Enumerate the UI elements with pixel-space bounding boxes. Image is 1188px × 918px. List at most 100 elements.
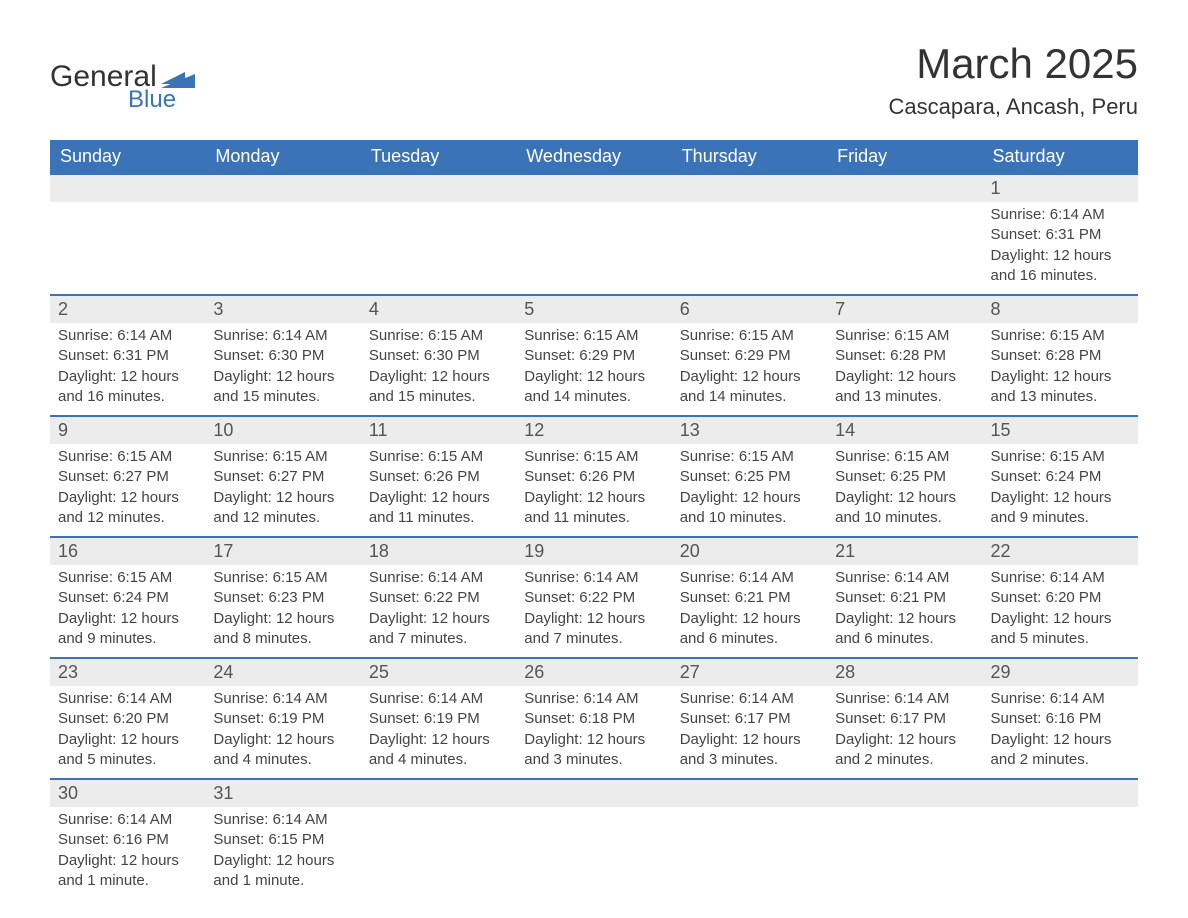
calendar-week-row: 1Sunrise: 6:14 AMSunset: 6:31 PMDaylight… — [50, 174, 1138, 295]
sunset-text: Sunset: 6:24 PM — [58, 588, 197, 608]
day-number — [50, 175, 205, 202]
day-number: 11 — [361, 417, 516, 444]
day-number — [516, 780, 671, 807]
sunrise-text: Sunrise: 6:15 AM — [213, 447, 352, 467]
daylight-text: Daylight: 12 hours and 15 minutes. — [369, 367, 508, 408]
calendar-cell: 26Sunrise: 6:14 AMSunset: 6:18 PMDayligh… — [516, 658, 671, 779]
sunrise-text: Sunrise: 6:14 AM — [58, 810, 197, 830]
sunset-text: Sunset: 6:30 PM — [369, 346, 508, 366]
sunset-text: Sunset: 6:22 PM — [524, 588, 663, 608]
day-number: 15 — [983, 417, 1138, 444]
day-number: 30 — [50, 780, 205, 807]
day-body — [672, 202, 827, 274]
calendar-cell: 2Sunrise: 6:14 AMSunset: 6:31 PMDaylight… — [50, 295, 205, 416]
daylight-text: Daylight: 12 hours and 3 minutes. — [524, 730, 663, 771]
day-body — [827, 202, 982, 274]
sunset-text: Sunset: 6:16 PM — [58, 830, 197, 850]
day-number: 7 — [827, 296, 982, 323]
daylight-text: Daylight: 12 hours and 7 minutes. — [369, 609, 508, 650]
calendar-week-row: 9Sunrise: 6:15 AMSunset: 6:27 PMDaylight… — [50, 416, 1138, 537]
day-number: 4 — [361, 296, 516, 323]
calendar-cell — [205, 174, 360, 295]
calendar-cell: 22Sunrise: 6:14 AMSunset: 6:20 PMDayligh… — [983, 537, 1138, 658]
calendar-week-row: 30Sunrise: 6:14 AMSunset: 6:16 PMDayligh… — [50, 779, 1138, 899]
daylight-text: Daylight: 12 hours and 11 minutes. — [369, 488, 508, 529]
day-body: Sunrise: 6:15 AMSunset: 6:29 PMDaylight:… — [672, 323, 827, 415]
sunrise-text: Sunrise: 6:15 AM — [58, 568, 197, 588]
day-number — [827, 175, 982, 202]
day-number: 3 — [205, 296, 360, 323]
day-body: Sunrise: 6:15 AMSunset: 6:25 PMDaylight:… — [672, 444, 827, 536]
calendar-cell: 25Sunrise: 6:14 AMSunset: 6:19 PMDayligh… — [361, 658, 516, 779]
calendar-cell — [361, 779, 516, 899]
daylight-text: Daylight: 12 hours and 3 minutes. — [680, 730, 819, 771]
sunrise-text: Sunrise: 6:14 AM — [213, 810, 352, 830]
location-text: Cascapara, Ancash, Peru — [889, 94, 1138, 120]
day-body: Sunrise: 6:15 AMSunset: 6:28 PMDaylight:… — [827, 323, 982, 415]
day-number: 24 — [205, 659, 360, 686]
day-header: Friday — [827, 140, 982, 174]
calendar-week-row: 16Sunrise: 6:15 AMSunset: 6:24 PMDayligh… — [50, 537, 1138, 658]
day-number: 6 — [672, 296, 827, 323]
calendar-cell — [672, 174, 827, 295]
calendar-cell: 11Sunrise: 6:15 AMSunset: 6:26 PMDayligh… — [361, 416, 516, 537]
day-body: Sunrise: 6:14 AMSunset: 6:15 PMDaylight:… — [205, 807, 360, 899]
day-body — [983, 807, 1138, 879]
day-body: Sunrise: 6:15 AMSunset: 6:28 PMDaylight:… — [983, 323, 1138, 415]
sunset-text: Sunset: 6:26 PM — [524, 467, 663, 487]
day-body: Sunrise: 6:14 AMSunset: 6:16 PMDaylight:… — [983, 686, 1138, 778]
calendar-cell: 16Sunrise: 6:15 AMSunset: 6:24 PMDayligh… — [50, 537, 205, 658]
sunset-text: Sunset: 6:25 PM — [835, 467, 974, 487]
sunrise-text: Sunrise: 6:14 AM — [213, 326, 352, 346]
day-number — [516, 175, 671, 202]
sunset-text: Sunset: 6:30 PM — [213, 346, 352, 366]
day-body: Sunrise: 6:14 AMSunset: 6:21 PMDaylight:… — [827, 565, 982, 657]
calendar-cell: 15Sunrise: 6:15 AMSunset: 6:24 PMDayligh… — [983, 416, 1138, 537]
sunset-text: Sunset: 6:18 PM — [524, 709, 663, 729]
daylight-text: Daylight: 12 hours and 2 minutes. — [835, 730, 974, 771]
daylight-text: Daylight: 12 hours and 6 minutes. — [680, 609, 819, 650]
daylight-text: Daylight: 12 hours and 12 minutes. — [213, 488, 352, 529]
calendar-cell: 18Sunrise: 6:14 AMSunset: 6:22 PMDayligh… — [361, 537, 516, 658]
daylight-text: Daylight: 12 hours and 8 minutes. — [213, 609, 352, 650]
sunset-text: Sunset: 6:29 PM — [680, 346, 819, 366]
day-number — [827, 780, 982, 807]
calendar-cell — [516, 779, 671, 899]
day-body: Sunrise: 6:15 AMSunset: 6:23 PMDaylight:… — [205, 565, 360, 657]
day-number: 2 — [50, 296, 205, 323]
calendar-cell: 12Sunrise: 6:15 AMSunset: 6:26 PMDayligh… — [516, 416, 671, 537]
calendar-cell: 6Sunrise: 6:15 AMSunset: 6:29 PMDaylight… — [672, 295, 827, 416]
calendar-cell: 17Sunrise: 6:15 AMSunset: 6:23 PMDayligh… — [205, 537, 360, 658]
calendar-body: 1Sunrise: 6:14 AMSunset: 6:31 PMDaylight… — [50, 174, 1138, 899]
sunset-text: Sunset: 6:23 PM — [213, 588, 352, 608]
sunset-text: Sunset: 6:31 PM — [991, 225, 1130, 245]
day-number: 14 — [827, 417, 982, 444]
sunset-text: Sunset: 6:19 PM — [369, 709, 508, 729]
day-body: Sunrise: 6:14 AMSunset: 6:31 PMDaylight:… — [983, 202, 1138, 294]
sunset-text: Sunset: 6:24 PM — [991, 467, 1130, 487]
daylight-text: Daylight: 12 hours and 6 minutes. — [835, 609, 974, 650]
day-header: Thursday — [672, 140, 827, 174]
daylight-text: Daylight: 12 hours and 1 minute. — [58, 851, 197, 892]
day-body: Sunrise: 6:15 AMSunset: 6:27 PMDaylight:… — [50, 444, 205, 536]
sunrise-text: Sunrise: 6:15 AM — [835, 326, 974, 346]
calendar-cell: 10Sunrise: 6:15 AMSunset: 6:27 PMDayligh… — [205, 416, 360, 537]
daylight-text: Daylight: 12 hours and 4 minutes. — [369, 730, 508, 771]
day-body: Sunrise: 6:15 AMSunset: 6:26 PMDaylight:… — [361, 444, 516, 536]
daylight-text: Daylight: 12 hours and 10 minutes. — [835, 488, 974, 529]
calendar-cell: 24Sunrise: 6:14 AMSunset: 6:19 PMDayligh… — [205, 658, 360, 779]
day-number — [205, 175, 360, 202]
calendar-cell: 13Sunrise: 6:15 AMSunset: 6:25 PMDayligh… — [672, 416, 827, 537]
sunrise-text: Sunrise: 6:15 AM — [524, 326, 663, 346]
daylight-text: Daylight: 12 hours and 1 minute. — [213, 851, 352, 892]
day-body: Sunrise: 6:15 AMSunset: 6:24 PMDaylight:… — [983, 444, 1138, 536]
sunrise-text: Sunrise: 6:15 AM — [680, 447, 819, 467]
calendar-cell — [516, 174, 671, 295]
day-body: Sunrise: 6:14 AMSunset: 6:20 PMDaylight:… — [983, 565, 1138, 657]
day-header: Wednesday — [516, 140, 671, 174]
calendar-cell — [827, 779, 982, 899]
day-body: Sunrise: 6:15 AMSunset: 6:26 PMDaylight:… — [516, 444, 671, 536]
sunset-text: Sunset: 6:21 PM — [680, 588, 819, 608]
day-number: 31 — [205, 780, 360, 807]
day-number: 20 — [672, 538, 827, 565]
